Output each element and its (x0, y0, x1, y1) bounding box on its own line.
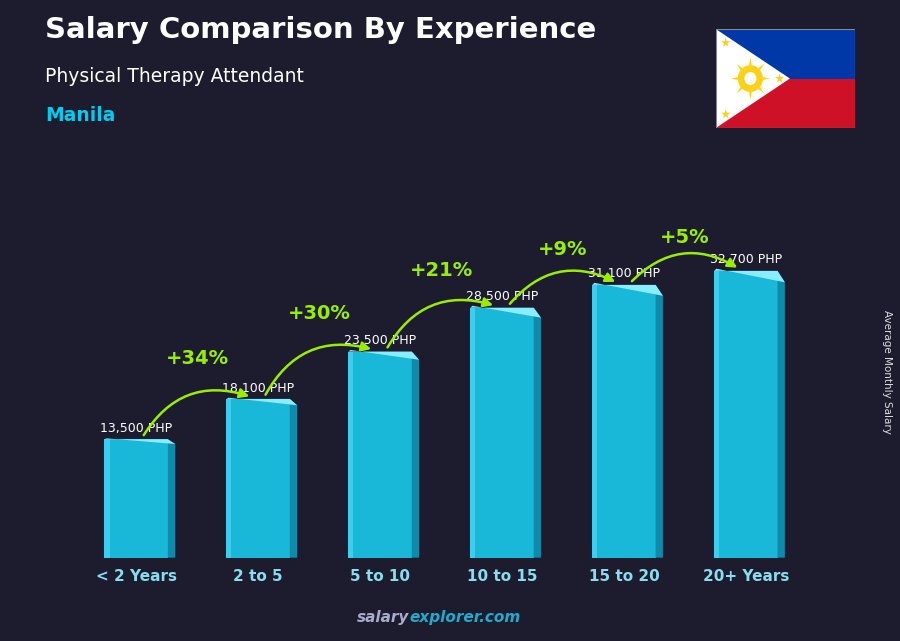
Polygon shape (775, 74, 784, 83)
Polygon shape (471, 306, 541, 318)
FancyArrowPatch shape (632, 253, 735, 281)
FancyArrowPatch shape (144, 390, 247, 435)
Bar (104, 439, 168, 558)
Text: 23,500 PHP: 23,500 PHP (344, 334, 416, 347)
Text: explorer.com: explorer.com (410, 610, 521, 625)
Text: salary: salary (357, 610, 410, 625)
Polygon shape (731, 77, 738, 80)
Bar (716, 29, 855, 78)
Polygon shape (655, 285, 663, 558)
Text: +21%: +21% (410, 262, 472, 281)
Polygon shape (736, 87, 742, 94)
Text: 13,500 PHP: 13,500 PHP (100, 422, 172, 435)
Bar (348, 351, 354, 558)
Polygon shape (759, 63, 764, 70)
Polygon shape (411, 351, 419, 558)
Bar (471, 308, 534, 558)
Text: 28,500 PHP: 28,500 PHP (466, 290, 538, 303)
Polygon shape (749, 58, 752, 65)
Text: +9%: +9% (538, 240, 588, 260)
Polygon shape (714, 269, 785, 282)
Polygon shape (348, 350, 419, 360)
Polygon shape (290, 399, 297, 558)
Text: +34%: +34% (166, 349, 229, 368)
Circle shape (744, 72, 756, 85)
Polygon shape (104, 438, 176, 444)
Text: Physical Therapy Attendant: Physical Therapy Attendant (45, 67, 304, 87)
Bar (714, 271, 719, 558)
Bar (592, 285, 655, 558)
Polygon shape (778, 271, 785, 558)
Bar (348, 351, 411, 558)
Bar (227, 399, 290, 558)
Text: 32,700 PHP: 32,700 PHP (710, 253, 782, 267)
Text: Salary Comparison By Experience: Salary Comparison By Experience (45, 16, 596, 44)
Polygon shape (721, 38, 730, 47)
Polygon shape (759, 87, 764, 94)
Bar (716, 78, 855, 128)
Text: Manila: Manila (45, 106, 115, 125)
Polygon shape (736, 63, 742, 70)
Polygon shape (763, 77, 769, 80)
Bar (227, 399, 231, 558)
Polygon shape (534, 308, 541, 558)
Bar (714, 271, 778, 558)
Text: 31,100 PHP: 31,100 PHP (588, 267, 660, 281)
Polygon shape (749, 92, 752, 99)
Polygon shape (592, 283, 663, 296)
FancyArrowPatch shape (388, 299, 490, 347)
Text: 18,100 PHP: 18,100 PHP (222, 381, 294, 394)
FancyArrowPatch shape (510, 271, 613, 304)
Bar (471, 308, 475, 558)
Text: +5%: +5% (660, 228, 710, 247)
Text: Average Monthly Salary: Average Monthly Salary (881, 310, 892, 434)
FancyArrowPatch shape (266, 343, 368, 395)
Polygon shape (227, 397, 297, 405)
Bar (592, 285, 598, 558)
Text: +30%: +30% (288, 304, 350, 322)
Polygon shape (716, 29, 790, 128)
Circle shape (738, 65, 763, 92)
Polygon shape (721, 110, 730, 119)
Bar (104, 439, 110, 558)
Polygon shape (168, 439, 176, 558)
